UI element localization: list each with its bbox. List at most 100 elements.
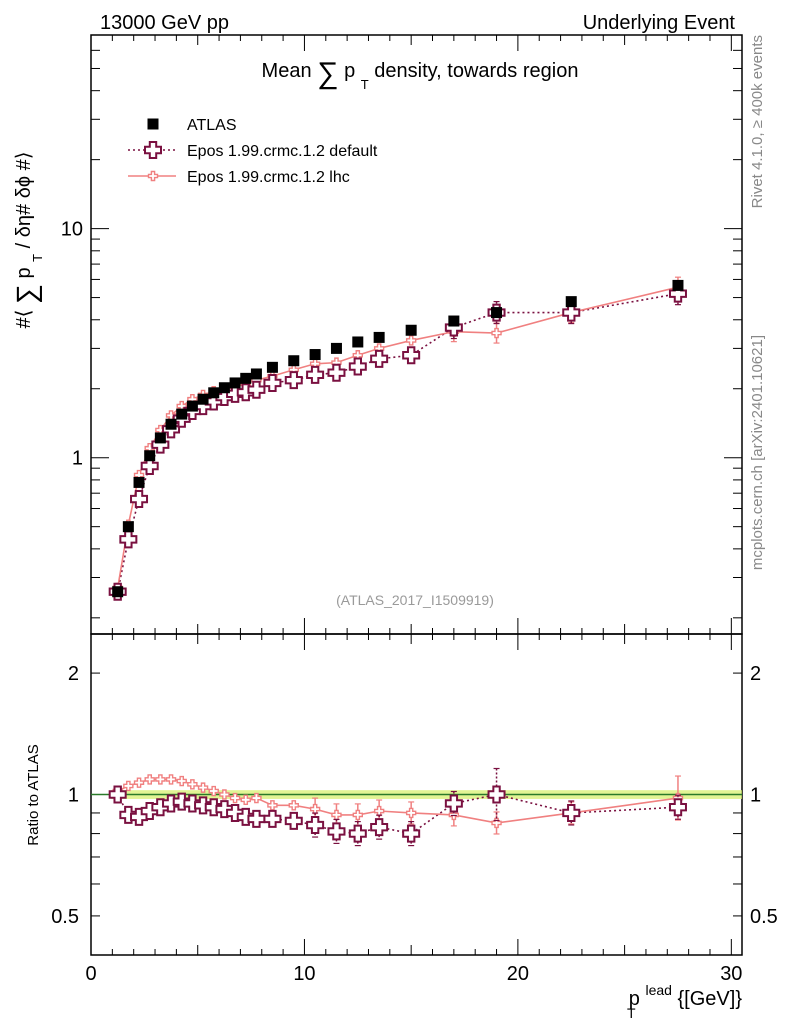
ylabel-sub: T (30, 254, 45, 262)
marker-square (448, 315, 460, 327)
marker-square (330, 342, 342, 354)
watermark: (ATLAS_2017_I1509919) (336, 592, 494, 608)
ratio-y-tick-label-right: 2 (750, 663, 761, 685)
marker-open-cross (140, 456, 159, 475)
marker-square (133, 476, 145, 488)
xlabel-sup: lead (645, 982, 671, 998)
marker-square (288, 355, 300, 367)
marker-square (218, 382, 230, 394)
marker-square (240, 372, 252, 384)
marker-small-cross (155, 774, 166, 785)
marker-square (154, 432, 166, 444)
ylabel-sum: ∑ (11, 284, 42, 304)
ratio-y-tick-label-right: 0.5 (750, 906, 778, 928)
marker-square (565, 296, 577, 308)
title-p: p (344, 60, 355, 82)
xlabel-sub: T (627, 1005, 636, 1021)
marker-square (197, 393, 209, 405)
marker-square (112, 586, 124, 598)
marker-open-cross (668, 798, 687, 817)
marker-open-cross (263, 373, 282, 392)
data-marks (108, 276, 687, 847)
series-line-default (116, 292, 679, 592)
header-right: Underlying Event (583, 12, 736, 34)
marker-small-cross (251, 792, 262, 804)
legend-entry-label: ATLAS (187, 117, 237, 134)
ratio-band (91, 790, 742, 799)
y-tick-label: 1 (72, 448, 83, 470)
marker-open-cross (236, 807, 255, 826)
y-tick-label: 10 (61, 219, 83, 241)
marker-open-cross (247, 809, 266, 828)
marker-small-cross (491, 817, 502, 829)
legend-entry-label: Epos 1.99.crmc.1.2 lhc (187, 169, 350, 186)
marker-small-cross (491, 327, 502, 339)
marker-small-cross (373, 805, 385, 817)
marker-square (144, 450, 156, 462)
marker-open-cross (204, 798, 223, 817)
ratio-y-tick-label: 2 (68, 663, 79, 685)
marker-open-cross (370, 818, 389, 837)
marker-small-cross (123, 780, 134, 792)
legend-entry-label: Epos 1.99.crmc.1.2 default (187, 143, 378, 160)
marker-small-cross (176, 775, 187, 787)
ratio-y-tick-label: 1 (68, 785, 79, 807)
marker-square (186, 400, 198, 412)
marker-open-cross (130, 490, 149, 509)
x-axis-label: p lead {[GeV]} (629, 978, 743, 1010)
side-label-mcplots: mcplots.cern.ch [arXiv:2401.10621] (749, 335, 766, 570)
marker-small-cross (240, 794, 251, 806)
marker-square (309, 349, 321, 361)
marker-open-cross (348, 824, 367, 843)
marker-open-cross (402, 346, 421, 365)
marker-small-cross (229, 792, 241, 804)
marker-open-cross (119, 530, 138, 549)
marker-open-cross (348, 357, 367, 376)
marker-open-cross (194, 796, 213, 815)
ylabel-post: / δη# δϕ #⟩ (13, 151, 35, 248)
marker-open-cross (306, 816, 325, 835)
marker-square (176, 408, 188, 420)
marker-small-cross (208, 785, 219, 797)
title-post: density, towards region (374, 60, 578, 82)
marker-small-cross (144, 774, 155, 785)
header-left: 13000 GeV pp (100, 12, 229, 34)
marker-square (208, 387, 220, 399)
marker-square (250, 368, 262, 380)
series-line-lhc (116, 286, 679, 589)
title-sub: T (361, 77, 369, 92)
axis-ticks: 0 10 20 30 1 10 0.5 0.5 1 1 2 2 (51, 34, 778, 985)
marker-open-cross (327, 363, 346, 382)
title-sum: ∑ (317, 57, 338, 90)
ylabel-pre: #⟨ (13, 310, 35, 329)
marker-open-cross (487, 785, 506, 804)
marker-small-cross (147, 170, 159, 182)
marker-small-cross (187, 779, 198, 790)
ylabel-p: p (13, 267, 35, 278)
marker-open-cross (119, 805, 138, 824)
svg-text:#⟨ ∑ p T: #⟨ ∑ p T / δη# δϕ #⟩ (11, 151, 47, 328)
marker-small-cross (309, 803, 321, 815)
marker-square (405, 324, 417, 336)
marker-square (373, 331, 385, 343)
x-tick-label: 10 (293, 963, 315, 985)
marker-small-cross (405, 335, 417, 346)
marker-square (147, 118, 159, 130)
marker-open-cross (183, 794, 202, 813)
main-title: Mean ∑ p T density, towards region (262, 57, 579, 94)
marker-small-cross (405, 807, 417, 819)
marker-square (352, 336, 364, 348)
marker-small-cross (197, 782, 209, 793)
marker-open-cross (370, 349, 389, 368)
marker-square (672, 279, 684, 291)
marker-small-cross (133, 777, 145, 788)
marker-open-cross (402, 824, 421, 843)
marker-open-cross (444, 794, 463, 813)
marker-open-cross (562, 803, 581, 822)
marker-open-cross (327, 822, 346, 841)
ratio-y-tick-label: 0.5 (51, 906, 79, 928)
marker-small-cross (267, 800, 278, 811)
x-tick-label: 0 (85, 963, 96, 985)
marker-square (122, 521, 134, 533)
